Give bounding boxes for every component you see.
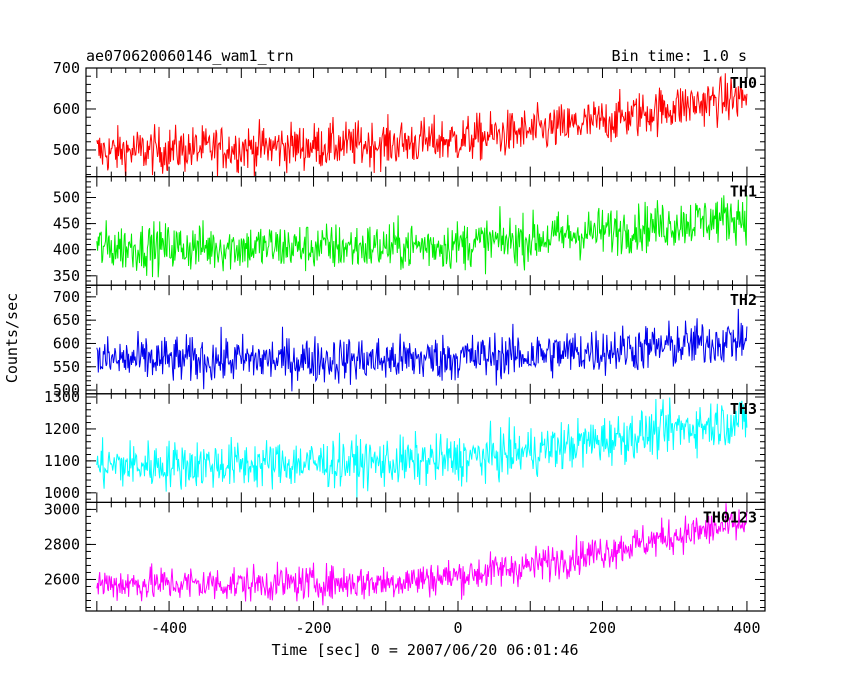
panel-th1: 350 400 450 500 TH1	[53, 176, 766, 286]
panel-frame	[85, 284, 766, 395]
y-tick-label: 400	[53, 241, 80, 259]
y-tick-label: 2600	[44, 570, 80, 588]
series-line-th2	[96, 308, 748, 392]
x-axis-label: Time [sec] 0 = 2007/06/20 06:01:46	[271, 641, 578, 659]
series-line-th3	[96, 397, 748, 500]
y-tick-label: 700	[53, 59, 80, 77]
x-tick-label: 200	[589, 619, 616, 637]
y-tick-label: 1100	[44, 452, 80, 470]
panel-label: TH0123	[703, 508, 757, 526]
y-tick-label: 1300	[44, 388, 80, 406]
panel-th0123: 2600 2800 3000 TH0123	[44, 500, 766, 612]
y-tick-label: 650	[53, 311, 80, 329]
x-tick-label: 400	[733, 619, 760, 637]
y-tick-label: 500	[53, 141, 80, 159]
panel-frame	[85, 176, 766, 286]
x-tick-label: -200	[295, 619, 331, 637]
series-line-th1	[96, 195, 748, 278]
series-line-th0	[96, 73, 748, 177]
y-axis-label: Counts/sec	[3, 293, 21, 383]
series-line-th0123	[96, 503, 748, 606]
y-tick-label: 700	[53, 288, 80, 306]
bin-time-label: Bin time: 1.0 s	[612, 47, 747, 65]
panel-label: TH0	[730, 74, 757, 92]
panel-frame	[85, 501, 766, 612]
observation-title: ae070620060146_wam1_trn	[86, 47, 294, 65]
y-tick-label: 600	[53, 100, 80, 118]
x-axis: -400 -200 0 200 400	[151, 619, 760, 637]
y-tick-label: 550	[53, 358, 80, 376]
y-tick-label: 2800	[44, 535, 80, 553]
x-tick-label: -400	[151, 619, 187, 637]
x-tick-label: 0	[453, 619, 462, 637]
y-tick-label: 500	[53, 188, 80, 206]
panel-th3: 1000 1100 1200 1300 TH3	[44, 388, 766, 503]
y-tick-label: 450	[53, 215, 80, 233]
y-tick-label: 1000	[44, 484, 80, 502]
panel-th0: 500 600 700 TH0	[53, 59, 766, 178]
panel-label: TH2	[730, 291, 757, 309]
panels-group: 500 600 700 TH0 350 400 450 500 TH1 500 550 600 650 7…	[44, 59, 766, 612]
y-tick-label: 350	[53, 267, 80, 285]
panel-label: TH1	[730, 183, 757, 201]
y-tick-label: 1200	[44, 420, 80, 438]
y-tick-label: 3000	[44, 500, 80, 518]
panel-label: TH3	[730, 400, 757, 418]
y-tick-label: 500	[53, 381, 80, 399]
y-tick-label: 600	[53, 334, 80, 352]
panel-th2: 500 550 600 650 700 TH2	[53, 284, 766, 399]
